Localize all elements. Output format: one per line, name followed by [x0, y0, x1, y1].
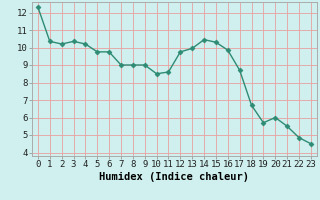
X-axis label: Humidex (Indice chaleur): Humidex (Indice chaleur) — [100, 172, 249, 182]
